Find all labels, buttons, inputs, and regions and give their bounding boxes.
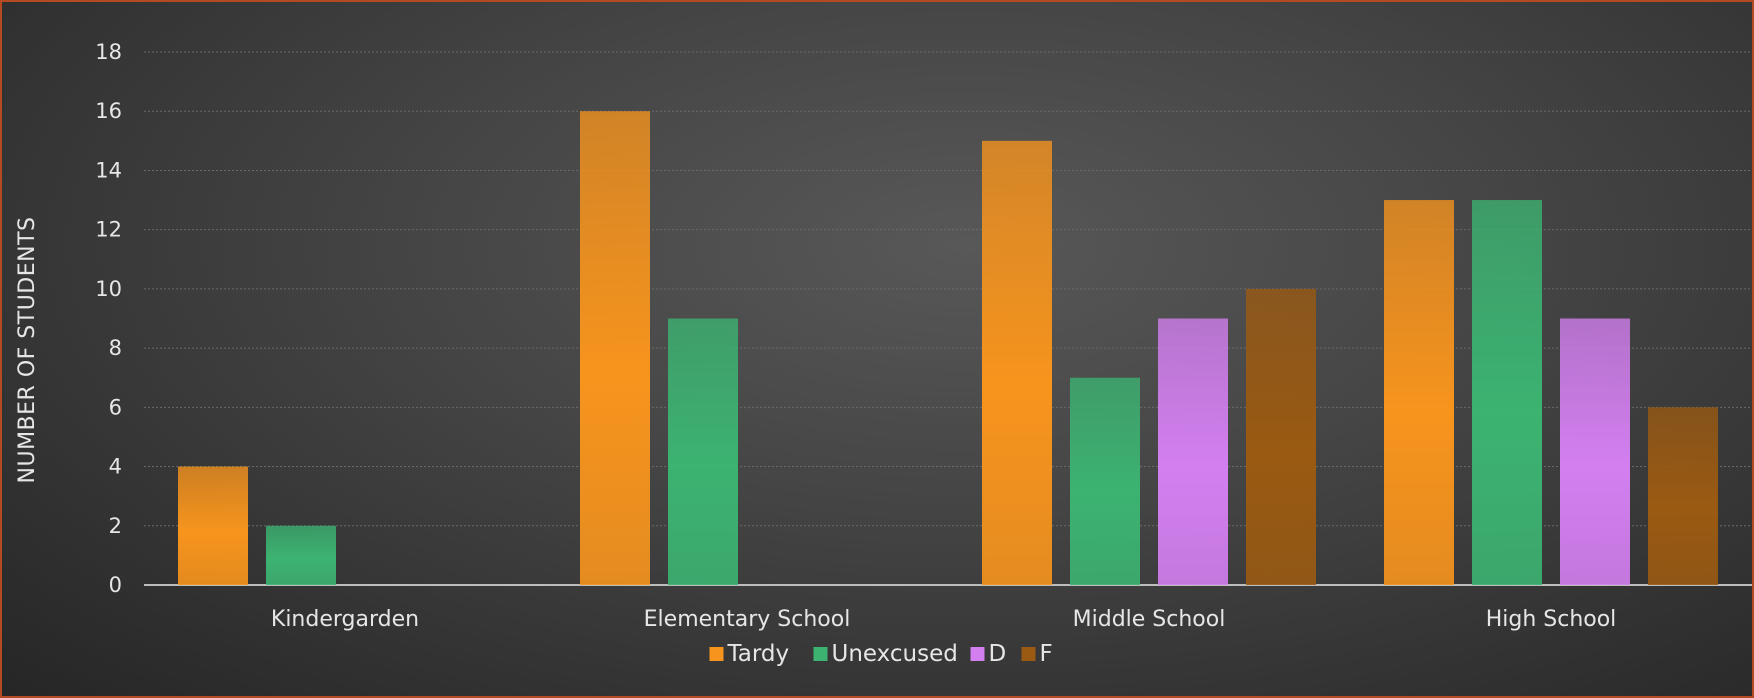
- y-tick-label: 10: [95, 277, 122, 301]
- x-category-label: Elementary School: [644, 607, 851, 632]
- y-tick-label: 12: [95, 218, 122, 242]
- y-axis-title: NUMBER OF STUDENTS: [15, 217, 40, 484]
- x-axis-categories: Kindergarden Elementary School Middle Scho…: [271, 607, 1616, 632]
- y-tick-label: 14: [95, 158, 122, 182]
- legend: Tardy Unexcused D F: [709, 641, 1053, 667]
- legend-label: Tardy: [727, 641, 790, 667]
- y-tick-label: 0: [109, 573, 122, 597]
- bar-unexcused-1: [668, 318, 738, 585]
- bar-tardy-3: [1384, 200, 1454, 586]
- y-tick-label: 2: [109, 514, 122, 538]
- y-tick-label: 6: [109, 395, 122, 419]
- legend-item: Unexcused: [813, 641, 958, 667]
- legend-swatch: [1021, 647, 1036, 661]
- bars: [178, 111, 1718, 586]
- bar-d-2: [1158, 318, 1228, 585]
- y-tick-label: 16: [95, 99, 122, 123]
- legend-swatch: [970, 647, 985, 661]
- legend-label: F: [1040, 641, 1053, 667]
- legend-item: D: [970, 641, 1007, 667]
- bar-unexcused-0: [266, 525, 336, 585]
- legend-swatch: [813, 647, 828, 661]
- bar-f-2: [1246, 288, 1316, 585]
- x-category-label: Middle School: [1073, 607, 1226, 632]
- bar-tardy-1: [580, 111, 650, 585]
- legend-swatch: [709, 647, 724, 661]
- legend-item: Tardy: [709, 641, 790, 667]
- legend-label: Unexcused: [832, 641, 958, 667]
- y-tick-label: 18: [95, 40, 122, 64]
- y-tick-label: 8: [109, 336, 122, 360]
- bar-unexcused-2: [1070, 377, 1140, 585]
- legend-label: D: [989, 641, 1007, 667]
- bar-unexcused-3: [1472, 200, 1542, 586]
- bar-tardy-0: [178, 466, 248, 585]
- x-category-label: Kindergarden: [271, 607, 419, 632]
- x-category-label: High School: [1486, 607, 1617, 632]
- bar-tardy-2: [982, 140, 1052, 586]
- y-axis-ticks: 0 2 4 6 8 10 12 14 16 18: [95, 40, 122, 597]
- y-tick-label: 4: [109, 455, 122, 479]
- legend-item: F: [1021, 641, 1053, 667]
- bar-f-3: [1648, 407, 1718, 585]
- bar-d-3: [1560, 318, 1630, 585]
